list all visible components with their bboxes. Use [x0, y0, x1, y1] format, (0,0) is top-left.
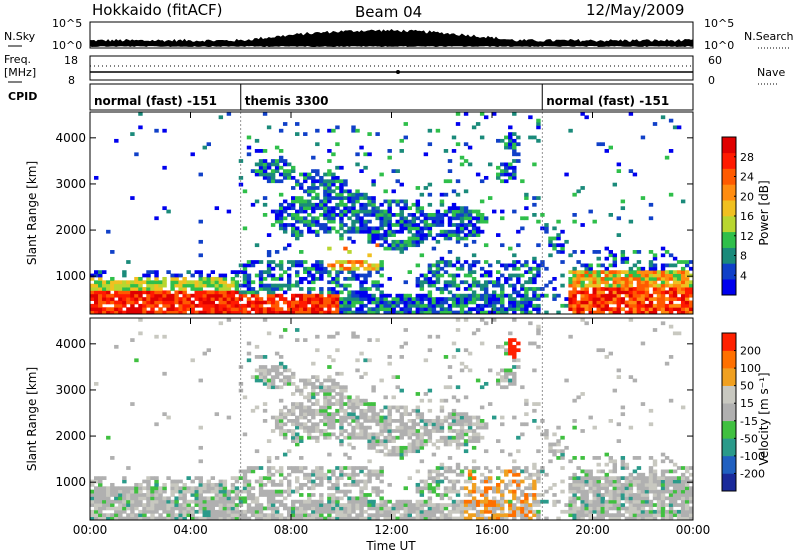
freq-marker	[396, 70, 400, 74]
colorbar-tick: 50	[740, 380, 754, 393]
colorbar-tick: 200	[740, 345, 761, 358]
y-tick-label: 3000	[55, 383, 86, 397]
colorbar-swatch	[722, 137, 736, 154]
colorbar-tick: 20	[740, 190, 754, 203]
colorbar-swatch	[722, 216, 736, 233]
colorbar-swatch	[722, 333, 736, 351]
colorbar-tick: 4	[740, 269, 747, 282]
freq-panel: Freq. [MHz] 18 8 60 0 Nave	[4, 53, 785, 87]
power-heatmap	[90, 112, 694, 315]
power-colorbar-label: Power [dB]	[757, 180, 771, 245]
station-title: Hokkaido (fitACF)	[92, 1, 223, 19]
colorbar-tick: 8	[740, 250, 747, 263]
colorbar-swatch	[722, 385, 736, 404]
nave-tick-top: 60	[708, 54, 722, 67]
beam-title: Beam 04	[355, 3, 422, 21]
velocity-colorbar-label: Velocity [m s⁻¹]	[757, 372, 771, 465]
colorbar-swatch	[722, 368, 736, 386]
freq-tick-bottom: 8	[68, 74, 75, 87]
y-tick-label: 1000	[55, 269, 86, 283]
nsearch-label: N.Search	[744, 30, 794, 43]
freq-label-2: [MHz]	[4, 66, 36, 79]
colorbar-tick: -15	[740, 415, 758, 428]
colorbar-swatch	[722, 350, 736, 369]
colorbar-swatch	[722, 473, 736, 492]
colorbar-swatch	[722, 438, 736, 457]
y-tick-label: 2000	[55, 429, 86, 443]
freq-tick-top: 18	[64, 54, 78, 67]
x-tick-label: 16:00	[475, 523, 510, 537]
colorbar-tick: 15	[740, 397, 754, 410]
x-tick-label: 20:00	[575, 523, 610, 537]
colorbar-swatch	[722, 231, 736, 248]
cpid-segment: normal (fast) -151	[94, 94, 217, 108]
colorbar-tick: -50	[740, 432, 758, 445]
nave-label: Nave	[757, 66, 785, 79]
x-tick-label: 00:00	[73, 523, 108, 537]
colorbar-tick: -100	[740, 450, 765, 463]
cpid-panel: CPID normal (fast) -151 themis 3300 normal…	[8, 83, 694, 111]
y-tick-label: 1000	[55, 475, 86, 489]
colorbar-tick: 24	[740, 171, 754, 184]
y-tick-label: 3000	[55, 177, 86, 191]
velocity-heatmap	[90, 318, 694, 521]
y-tick-label: 2000	[55, 223, 86, 237]
nave-tick-bottom: 0	[708, 74, 715, 87]
time-axis-label: Time UT	[365, 539, 416, 553]
colorbar-swatch	[722, 263, 736, 280]
noise-tick-top-right: 10^5	[704, 17, 734, 30]
colorbar-tick: 100	[740, 362, 761, 375]
x-tick-label: 08:00	[274, 523, 309, 537]
velocity-panel: 1000 2000 3000 4000 Slant Range [km] 200 100…	[25, 317, 771, 521]
noise-tick-bottom-right: 10^0	[704, 39, 734, 52]
colorbar-swatch	[722, 152, 736, 169]
colorbar-tick: 12	[740, 230, 754, 243]
colorbar-swatch	[722, 403, 736, 422]
cpid-segment: normal (fast) -151	[546, 94, 669, 108]
cpid-segment: themis 3300	[245, 94, 329, 108]
y-tick-label: 4000	[55, 337, 86, 351]
x-tick-label: 12:00	[374, 523, 409, 537]
noise-tick-bottom-left: 10^0	[52, 39, 82, 52]
power-panel: 1000 2000 3000 4000 Slant Range [km] 4 8 12 16…	[25, 111, 771, 315]
time-axis: 00:00 04:00 08:00 12:00 16:00 20:00 00:00	[73, 112, 711, 537]
freq-label-1: Freq.	[4, 53, 31, 66]
x-tick-label: 00:00	[676, 523, 711, 537]
colorbar-swatch	[722, 184, 736, 201]
colorbar-swatch	[722, 455, 736, 474]
colorbar-swatch	[722, 168, 736, 185]
nsky-label: N.Sky	[4, 30, 36, 43]
power-colorbar: 4 8 12 16 20 24 28	[721, 136, 754, 296]
date-title: 12/May/2009	[586, 1, 684, 19]
colorbar-swatch	[722, 200, 736, 217]
velocity-ylabel: Slant Range [km]	[25, 367, 39, 471]
noise-tick-top-left: 10^5	[52, 17, 82, 30]
colorbar-tick: 28	[740, 151, 754, 164]
noise-trace	[89, 29, 694, 48]
colorbar-tick: -200	[740, 467, 765, 480]
y-tick-label: 4000	[55, 131, 86, 145]
velocity-colorbar: 200 100 50 15 -15 -50 -100 -200	[721, 332, 765, 492]
cpid-label: CPID	[8, 90, 37, 103]
colorbar-swatch	[722, 247, 736, 264]
power-ylabel: Slant Range [km]	[25, 161, 39, 265]
x-tick-label: 04:00	[173, 523, 208, 537]
colorbar-tick: 16	[740, 210, 754, 223]
noise-panel: N.Sky 10^5 10^0 10^5 10^0 N.Search	[4, 17, 794, 52]
colorbar-swatch	[722, 420, 736, 439]
colorbar-swatch	[722, 279, 736, 296]
